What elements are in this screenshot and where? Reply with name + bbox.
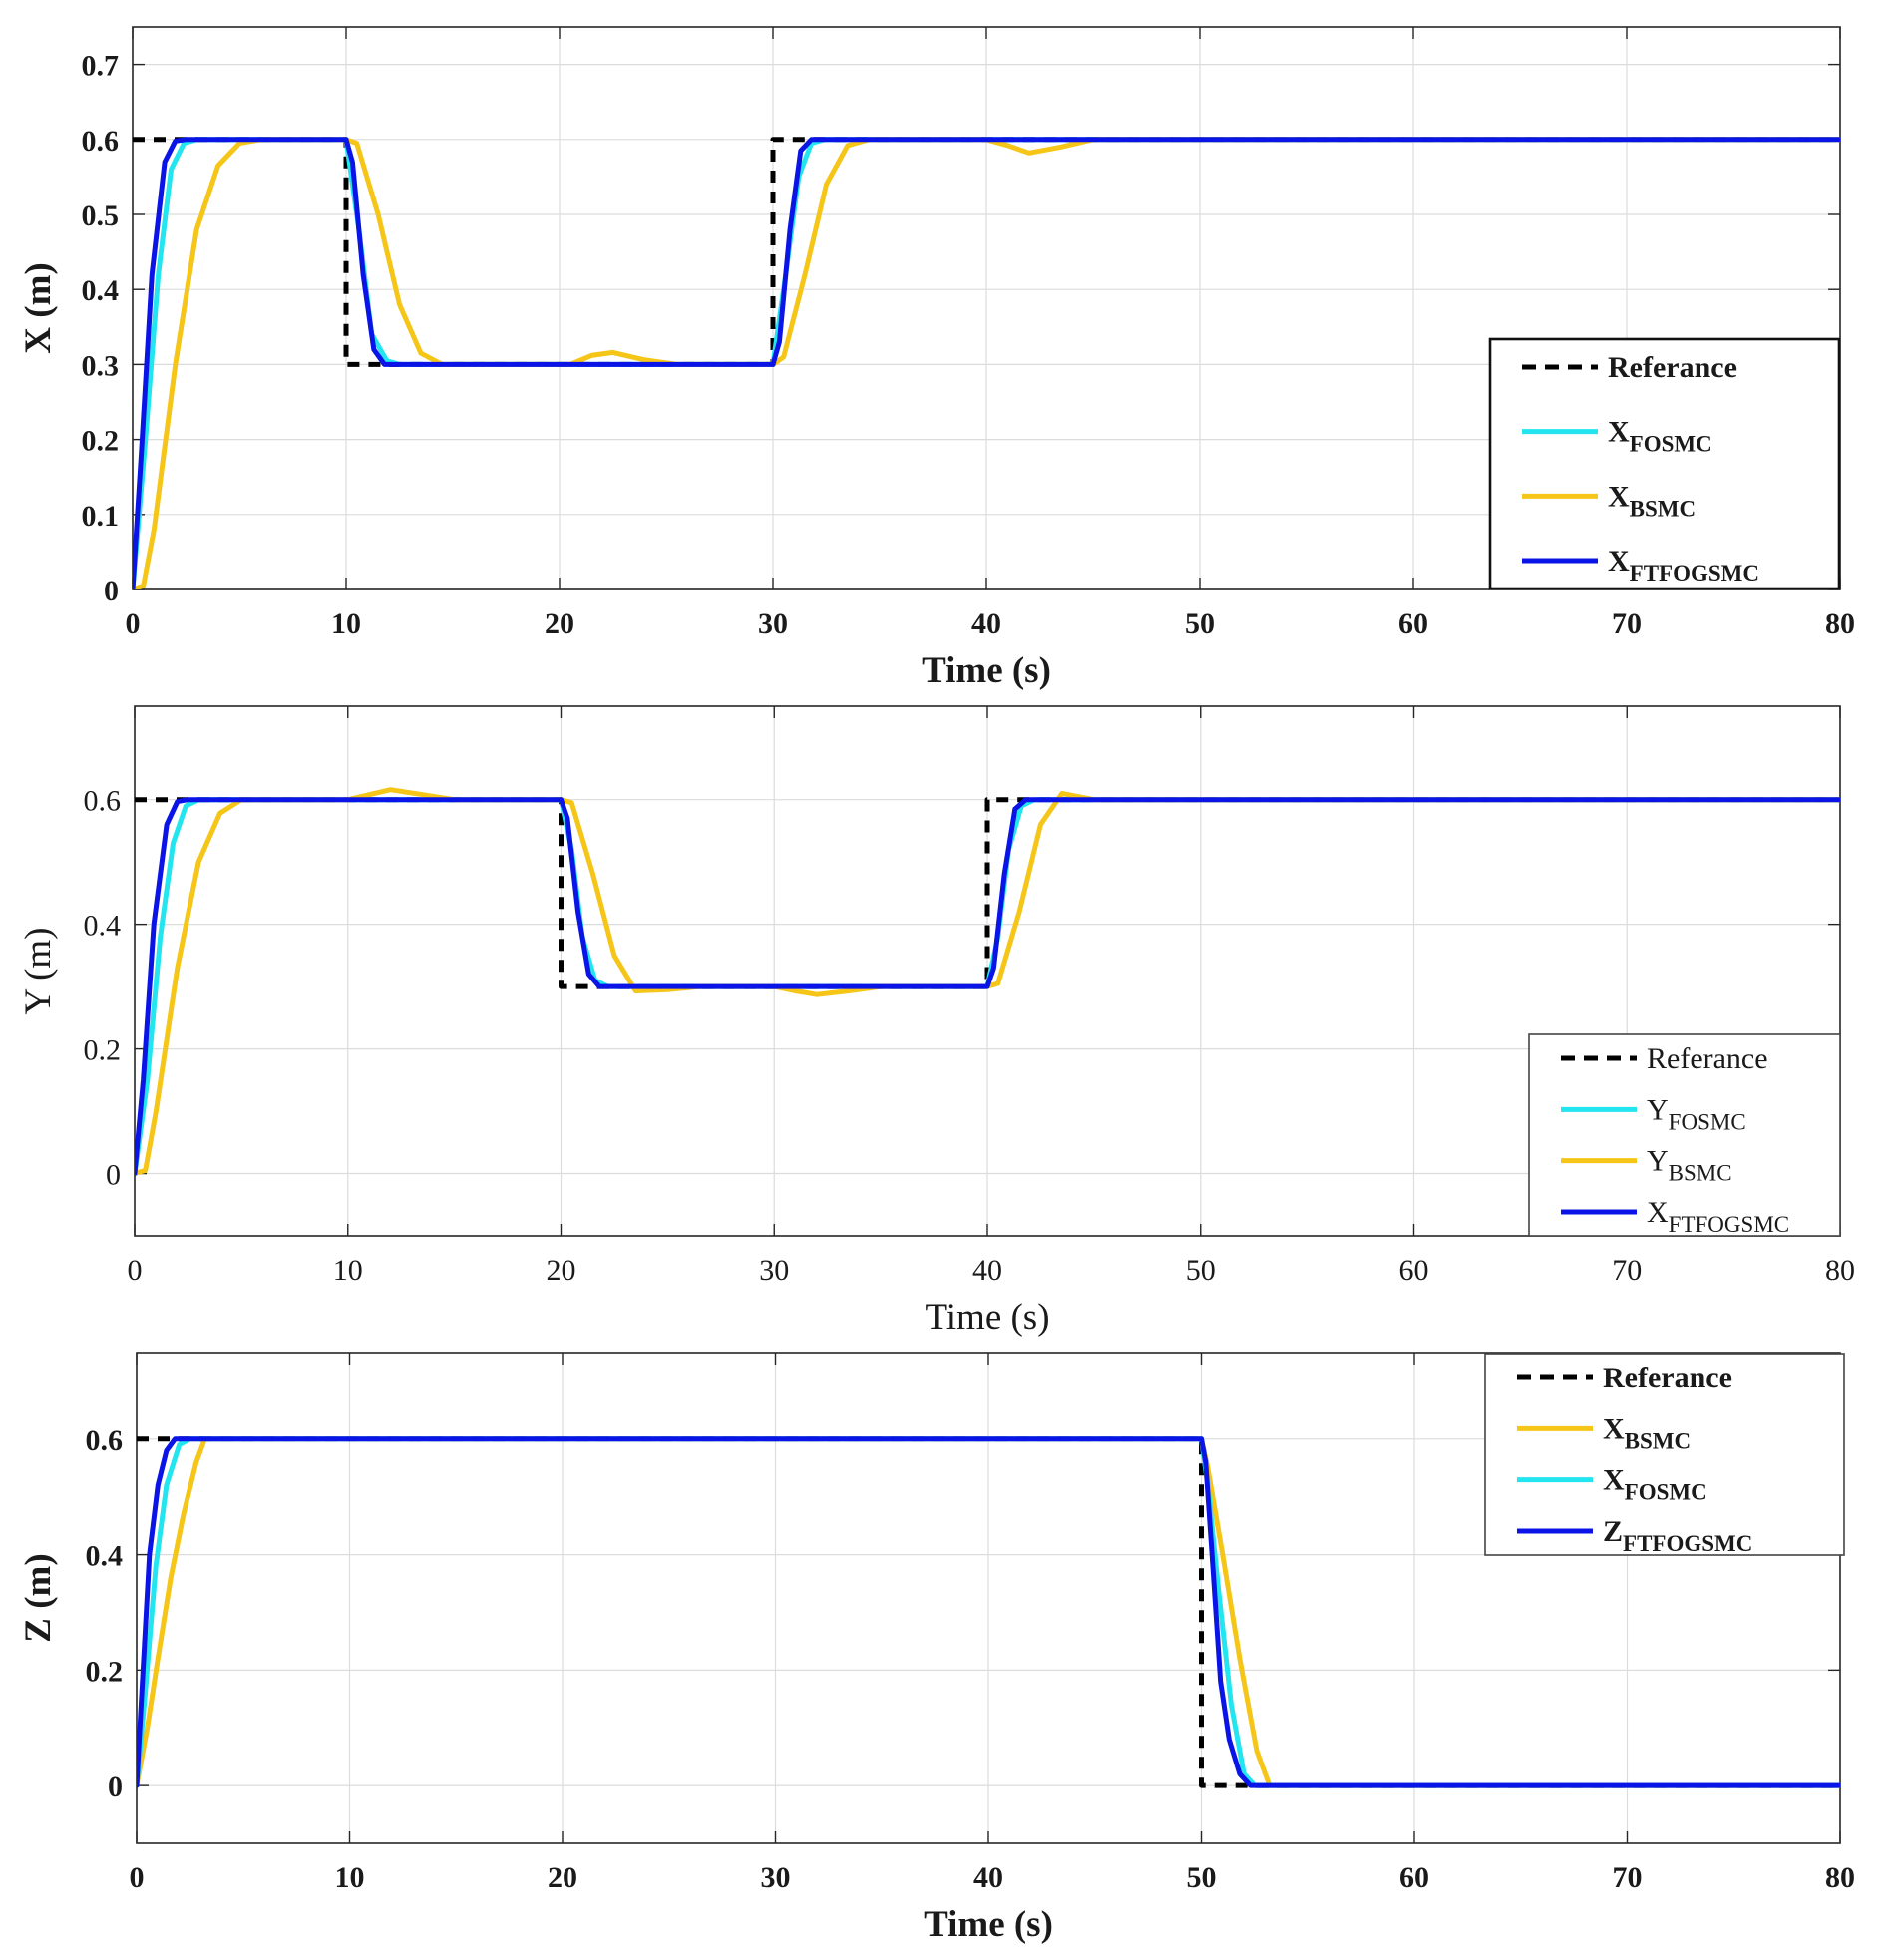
x-axis-label: Time (s) bbox=[925, 1297, 1049, 1338]
series-line-x-ftfogsmc bbox=[135, 797, 1840, 1176]
legend-label: XBSMC bbox=[1608, 480, 1696, 521]
x-tick-label: 0 bbox=[126, 607, 141, 640]
x-tick-label: 60 bbox=[1399, 1254, 1429, 1287]
y-tick-label: 0.5 bbox=[82, 199, 120, 232]
y-tick-label: 0 bbox=[108, 1770, 123, 1803]
x-tick-label: 30 bbox=[759, 1254, 789, 1287]
x-tick-label: 60 bbox=[1399, 1861, 1429, 1894]
x-tick-label: 10 bbox=[333, 1254, 363, 1287]
x-tick-label: 30 bbox=[758, 607, 788, 640]
y-tick-label: 0.1 bbox=[82, 500, 120, 533]
chart-panel-2: 0 10 20 30 40 50 60 70 80 0 0.2 0.4 0.6 Time (s) Y (m)… bbox=[18, 705, 1855, 1338]
legend-label-main: Referance bbox=[1608, 351, 1737, 384]
legend-label: Referance bbox=[1647, 1042, 1768, 1075]
x-tick-label: 40 bbox=[973, 1861, 1003, 1894]
y-axis-label: Z (m) bbox=[18, 1553, 59, 1642]
chart-panel-3: 0 10 20 30 40 50 60 70 80 0 0.2 0.4 0.6 Time (s) Z (m)… bbox=[18, 1352, 1855, 1945]
y-axis-label: X (m) bbox=[18, 262, 59, 353]
legend-label-subscript: FTFOGSMC bbox=[1623, 1531, 1752, 1556]
chart-panel-1: 0 10 20 30 40 50 60 70 80 0 0.1 0.2 0.3 0.4 0.5 0.6 0.7 T… bbox=[18, 26, 1855, 691]
legend-label-main: X bbox=[1608, 480, 1630, 513]
series-group bbox=[133, 137, 1840, 589]
x-tick-label: 40 bbox=[971, 607, 1001, 640]
y-tick-label: 0.3 bbox=[82, 349, 120, 382]
y-tick-label: 0.6 bbox=[86, 1424, 124, 1457]
legend-label-main: X bbox=[1603, 1464, 1625, 1497]
legend-label: Referance bbox=[1608, 351, 1737, 384]
x-tick-label: 10 bbox=[331, 607, 361, 640]
legend-label: XFTFOGSMC bbox=[1647, 1196, 1789, 1237]
series-line-z-ftfogsmc bbox=[137, 1436, 1840, 1788]
legend-label: YBSMC bbox=[1647, 1145, 1732, 1186]
legend-label-subscript: FOSMC bbox=[1630, 432, 1712, 457]
y-tick-label: 0.2 bbox=[84, 1034, 122, 1067]
legend-label-main: Y bbox=[1647, 1093, 1669, 1126]
legend-label-subscript: FOSMC bbox=[1669, 1109, 1746, 1134]
x-axis-label: Time (s) bbox=[922, 650, 1051, 691]
legend-label: XFOSMC bbox=[1603, 1464, 1707, 1505]
x-tick-label: 50 bbox=[1186, 1254, 1216, 1287]
series-group bbox=[135, 787, 1840, 1176]
legend-label: XFTFOGSMC bbox=[1608, 545, 1759, 586]
x-tick-label: 60 bbox=[1398, 607, 1428, 640]
legend-label-main: Y bbox=[1647, 1145, 1669, 1178]
x-tick-label: 20 bbox=[548, 1861, 577, 1894]
x-tick-label: 40 bbox=[972, 1254, 1002, 1287]
x-tick-label: 30 bbox=[761, 1861, 791, 1894]
y-tick-label: 0.4 bbox=[86, 1540, 124, 1573]
legend-label: ZFTFOGSMC bbox=[1603, 1515, 1752, 1556]
x-tick-label: 10 bbox=[335, 1861, 365, 1894]
legend-label: XBSMC bbox=[1603, 1412, 1691, 1453]
legend-label-subscript: FOSMC bbox=[1625, 1480, 1707, 1505]
x-axis-label: Time (s) bbox=[924, 1904, 1053, 1945]
y-tick-label: 0 bbox=[106, 1159, 121, 1192]
legend-label-main: X bbox=[1603, 1412, 1625, 1445]
x-tick-label: 50 bbox=[1185, 607, 1215, 640]
y-tick-label: 0.4 bbox=[84, 910, 122, 943]
series-group bbox=[137, 1436, 1840, 1788]
y-tick-label: 0.7 bbox=[82, 50, 120, 83]
y-axis-label: Y (m) bbox=[18, 927, 59, 1014]
x-tick-label: 0 bbox=[130, 1861, 145, 1894]
legend-label-subscript: BSMC bbox=[1630, 496, 1696, 521]
y-tick-label: 0.2 bbox=[86, 1655, 124, 1688]
x-tick-label: 80 bbox=[1825, 1254, 1855, 1287]
legend-label-subscript: BSMC bbox=[1625, 1428, 1691, 1453]
legend-box bbox=[1484, 1353, 1845, 1556]
legend-label-main: X bbox=[1608, 416, 1630, 449]
y-tick-label: 0.6 bbox=[84, 785, 122, 818]
series-line-y-bsmc bbox=[135, 787, 1840, 1176]
y-tick-label: 0.4 bbox=[82, 274, 120, 307]
x-tick-label: 70 bbox=[1612, 1254, 1642, 1287]
legend-label-main: Z bbox=[1603, 1515, 1623, 1548]
x-tick-label: 70 bbox=[1613, 1861, 1643, 1894]
legend-label-subscript: BSMC bbox=[1669, 1161, 1732, 1186]
x-tick-label: 20 bbox=[545, 607, 574, 640]
y-tick-label: 0.6 bbox=[82, 125, 120, 158]
legend-label: Referance bbox=[1603, 1362, 1732, 1394]
legend-label-main: X bbox=[1647, 1196, 1669, 1229]
y-tick-label: 0.2 bbox=[82, 425, 120, 458]
legend-label-main: Referance bbox=[1603, 1362, 1732, 1394]
legend-label-main: X bbox=[1608, 545, 1630, 578]
x-tick-label: 0 bbox=[128, 1254, 143, 1287]
legend-box bbox=[1488, 337, 1841, 590]
x-tick-label: 20 bbox=[547, 1254, 576, 1287]
legend-box bbox=[1528, 1033, 1841, 1237]
legend-label: YFOSMC bbox=[1647, 1093, 1746, 1134]
series-line-x-ftfogsmc bbox=[133, 137, 1840, 589]
legend-label: XFOSMC bbox=[1608, 416, 1712, 457]
x-tick-label: 70 bbox=[1612, 607, 1642, 640]
y-tick-label: 0 bbox=[104, 575, 119, 607]
legend-label-main: Referance bbox=[1647, 1042, 1768, 1075]
x-tick-label: 80 bbox=[1825, 607, 1855, 640]
x-tick-label: 80 bbox=[1825, 1861, 1855, 1894]
legend-label-subscript: FTFOGSMC bbox=[1630, 561, 1759, 586]
legend-label-subscript: FTFOGSMC bbox=[1669, 1212, 1789, 1237]
x-tick-label: 50 bbox=[1187, 1861, 1217, 1894]
